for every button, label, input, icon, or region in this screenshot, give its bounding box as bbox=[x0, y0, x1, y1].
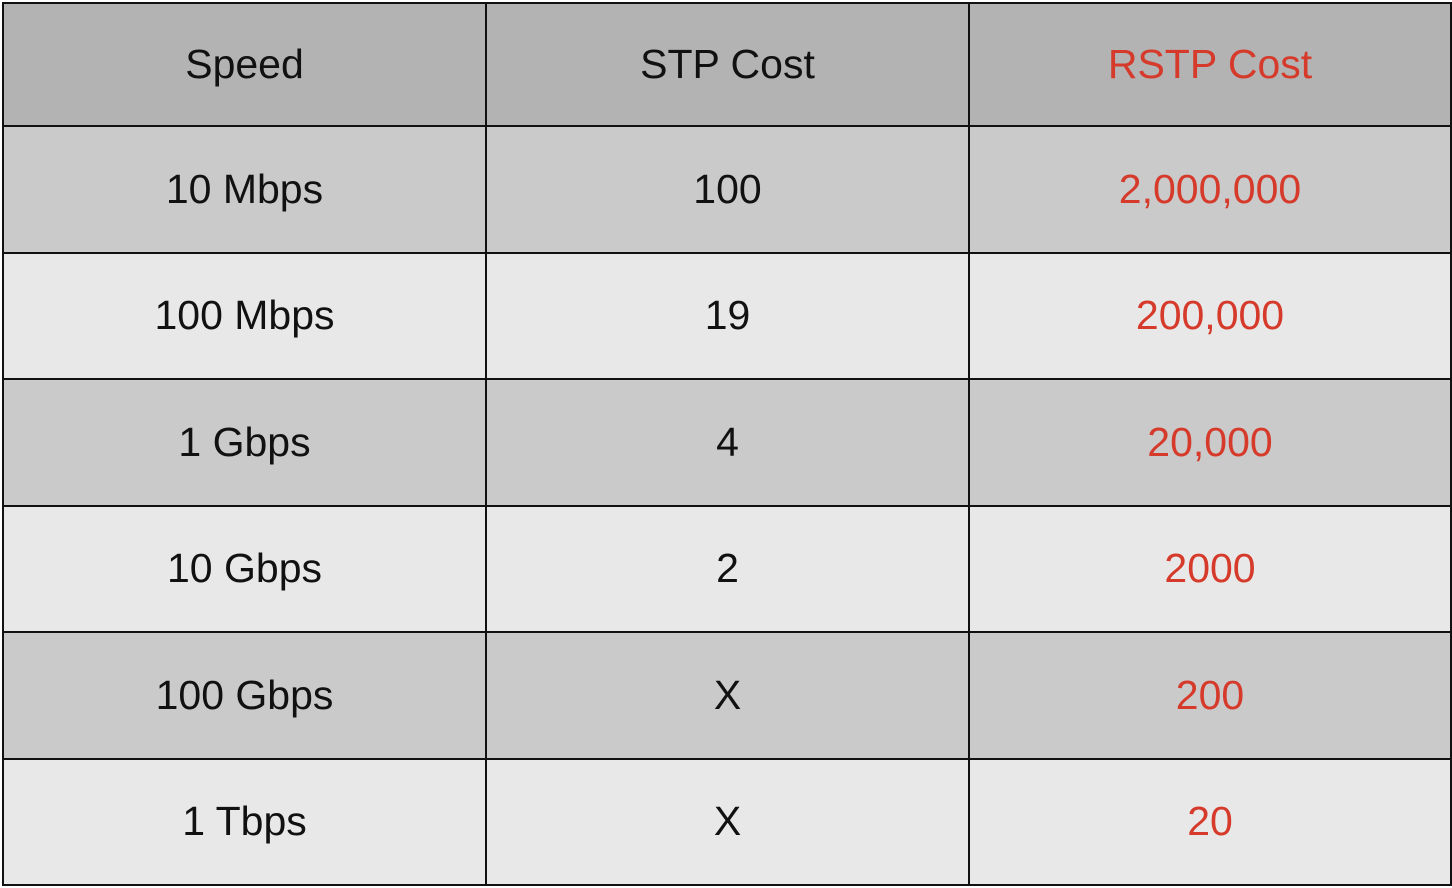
cell-speed: 10 Mbps bbox=[2, 125, 487, 254]
table-row: 100 Gbps X 200 bbox=[2, 631, 1452, 760]
table-row: 10 Mbps 100 2,000,000 bbox=[2, 125, 1452, 254]
cell-rstp-cost: 20,000 bbox=[968, 378, 1452, 507]
cell-rstp-cost: 20 bbox=[968, 757, 1452, 886]
table-header-row: Speed STP Cost RSTP Cost bbox=[2, 2, 1452, 127]
header-rstp-cost: RSTP Cost bbox=[968, 2, 1452, 127]
header-stp-cost: STP Cost bbox=[485, 2, 970, 127]
cell-stp-cost: 4 bbox=[485, 378, 970, 507]
cell-speed: 100 Mbps bbox=[2, 251, 487, 380]
cell-speed: 100 Gbps bbox=[2, 631, 487, 760]
cell-rstp-cost: 2,000,000 bbox=[968, 125, 1452, 254]
table-row: 100 Mbps 19 200,000 bbox=[2, 251, 1452, 380]
cell-speed: 1 Gbps bbox=[2, 378, 487, 507]
table-row: 1 Tbps X 20 bbox=[2, 757, 1452, 886]
table-row: 1 Gbps 4 20,000 bbox=[2, 378, 1452, 507]
cell-rstp-cost: 2000 bbox=[968, 504, 1452, 633]
header-speed: Speed bbox=[2, 2, 487, 127]
cell-stp-cost: X bbox=[485, 757, 970, 886]
cell-stp-cost: 19 bbox=[485, 251, 970, 380]
cell-stp-cost: 100 bbox=[485, 125, 970, 254]
cell-rstp-cost: 200 bbox=[968, 631, 1452, 760]
cell-speed: 1 Tbps bbox=[2, 757, 487, 886]
cell-stp-cost: X bbox=[485, 631, 970, 760]
cell-stp-cost: 2 bbox=[485, 504, 970, 633]
cell-rstp-cost: 200,000 bbox=[968, 251, 1452, 380]
cell-speed: 10 Gbps bbox=[2, 504, 487, 633]
table-row: 10 Gbps 2 2000 bbox=[2, 504, 1452, 633]
